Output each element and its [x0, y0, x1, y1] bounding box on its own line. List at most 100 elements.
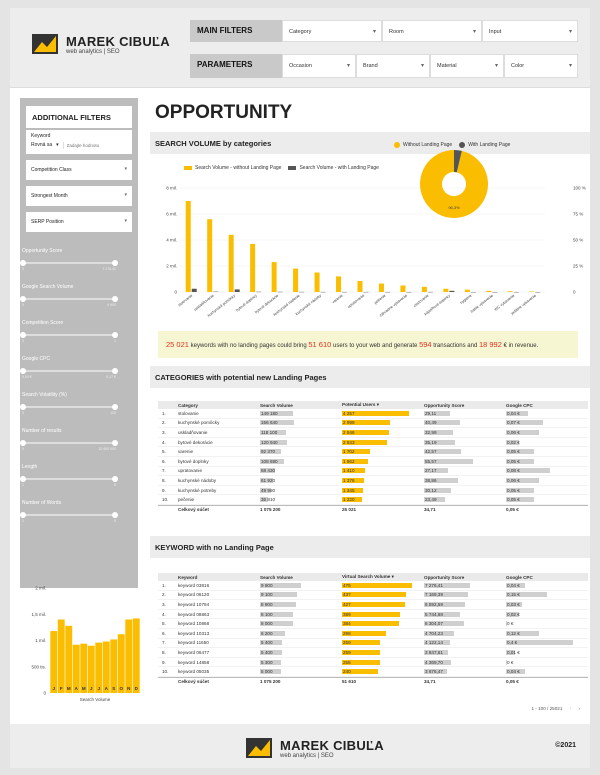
table-row[interactable]: 4. bytové dekorácie 120 940 2 843 35,19 0,02 … — [158, 438, 588, 448]
slider-max-handle[interactable] — [112, 476, 118, 482]
slider-max-handle[interactable] — [112, 296, 118, 302]
slider-track[interactable] — [20, 404, 118, 410]
range-slider[interactable]: Competition Score 0 1 — [20, 320, 118, 343]
range-slider[interactable]: Length 1 8 — [20, 464, 118, 487]
category-select[interactable]: Category — [282, 20, 382, 42]
table-row[interactable]: 9. keyword 14858 5 300 255 4 369,70 0 € — [158, 658, 588, 668]
keyword-operator-select[interactable]: Rovná sa — [31, 142, 53, 148]
table-row[interactable]: 9. kuchynské potreby 49 980 1 345 30,12 0,05 … — [158, 486, 588, 496]
range-slider[interactable]: Number of Words 1 5 — [20, 500, 118, 523]
column-header[interactable]: Search Volume — [260, 402, 293, 408]
range-slider[interactable]: Search Volatility (%) 0 100 — [20, 392, 118, 415]
slider-min-handle[interactable] — [20, 296, 26, 302]
brand-select[interactable]: Brand — [356, 54, 430, 78]
slider-track[interactable] — [20, 476, 118, 482]
table-cell-bar: 0,02 € — [506, 611, 588, 618]
column-header[interactable]: Category — [178, 402, 198, 408]
column-header[interactable]: Keyword — [178, 574, 198, 580]
slider-max-handle[interactable] — [112, 332, 118, 338]
row-label: keyword 10313 — [178, 630, 210, 636]
next-page-icon[interactable]: › — [578, 706, 580, 711]
slider-track[interactable] — [20, 296, 118, 302]
table-row[interactable]: 8. kuchynské nádoby 61 920 1 376 38,86 0,06 € — [158, 476, 588, 486]
slider-min-handle[interactable] — [20, 476, 26, 482]
range-slider[interactable]: Number of results 0 32 600 000 — [20, 428, 118, 451]
table-row[interactable]: 1. keyword 03816 9 900 475 7 276,41 0,04 € — [158, 581, 588, 591]
table-row[interactable]: 3. keyword 10794 8 900 427 6 592,59 0,03 € — [158, 600, 588, 610]
range-slider[interactable]: Google Search Volume 0 9 900 — [20, 284, 118, 307]
slider-min-value: 1 — [22, 483, 24, 487]
column-header[interactable]: Potential Users ▾ — [342, 402, 380, 407]
table-row[interactable]: 5. keyword 10868 8 000 384 6 304,07 0 € — [158, 619, 588, 629]
table-row[interactable]: 7. upratovanie 68 430 1 410 27,17 0,08 € — [158, 467, 588, 477]
cell-value: 7 276,41 — [425, 582, 443, 588]
cell-bar — [260, 601, 297, 607]
table-cell-bar: 30,12 — [424, 487, 506, 494]
slider-min-handle[interactable] — [20, 404, 26, 410]
row-label: kuchynské pomôcky — [178, 420, 220, 426]
competition-class-select[interactable]: Competition Class — [26, 160, 132, 180]
column-header[interactable]: Virtual Search Volume ▾ — [342, 574, 394, 579]
prev-page-icon[interactable]: ‹ — [569, 706, 572, 711]
slider-max-handle[interactable] — [112, 260, 118, 266]
slider-min-handle[interactable] — [20, 440, 26, 446]
column-header[interactable]: Opportunity Score — [424, 402, 465, 408]
table-row[interactable]: 1. stolovanie 149 180 4 257 29,11 0,04 € — [158, 409, 588, 419]
cell-bar — [424, 468, 448, 474]
strongest-month-select[interactable]: Strongest Month — [26, 186, 132, 206]
range-slider[interactable]: Google CPC 0,00 € 0,17 € — [20, 356, 118, 379]
slider-max-handle[interactable] — [112, 512, 118, 518]
total-value: 25 021 — [342, 507, 357, 513]
column-header[interactable]: Google CPC — [506, 574, 533, 580]
range-slider[interactable]: Opportunity Score 0 7 276,41 — [20, 248, 118, 271]
slider-label: Length — [22, 464, 38, 470]
month-label: J — [90, 686, 93, 691]
table-row[interactable]: 5. varenie 92 370 1 702 42,57 0,05 € — [158, 447, 588, 457]
slider-max-handle[interactable] — [112, 440, 118, 446]
column-header[interactable]: Google CPC — [506, 402, 533, 408]
occasion-select[interactable]: Occasion — [282, 54, 356, 78]
slider-track[interactable] — [20, 368, 118, 374]
table-row[interactable]: 2. kuchynské pomôcky 156 640 2 999 40,49 0,07… — [158, 419, 588, 429]
slider-max-handle[interactable] — [112, 368, 118, 374]
cell-value: 23,49 — [425, 497, 437, 503]
cell-bar — [342, 649, 381, 655]
table-row[interactable]: 4. keyword 08863 8 100 389 5 744,68 0,02 € — [158, 610, 588, 620]
slider-min-value: 0,00 € — [22, 375, 32, 379]
table-row[interactable]: 3. uskladňovanie 118 100 2 946 32,99 0,06 € — [158, 428, 588, 438]
y-tick-label: 2 mil. — [35, 586, 46, 591]
serp-position-select[interactable]: SERP Position — [26, 212, 132, 232]
cell-bar — [260, 420, 295, 426]
table-row[interactable]: 2. keyword 06120 9 100 437 7 169,39 0,15 € — [158, 591, 588, 601]
table-row[interactable]: 6. keyword 10313 6 200 298 4 704,23 0,12 € — [158, 629, 588, 639]
table-row[interactable]: 10. pečenie 36 810 1 220 23,49 0,05 € — [158, 495, 588, 505]
column-header[interactable]: Search Volume — [260, 574, 293, 580]
column-header[interactable]: Opportunity Score — [424, 574, 465, 580]
input-select[interactable]: Input — [482, 20, 578, 42]
table-row[interactable]: 10. keyword 05035 5 000 240 3 676,47 0,04 € — [158, 667, 588, 677]
table-row[interactable]: 7. keyword 11650 5 400 259 4 122,14 0,4 € — [158, 639, 588, 649]
y-tick-label: 0 — [174, 290, 177, 295]
slider-min-handle[interactable] — [20, 260, 26, 266]
cell-bar — [506, 592, 547, 598]
slider-track[interactable] — [20, 260, 118, 266]
slider-min-handle[interactable] — [20, 368, 26, 374]
table-cell-bar: 0,01 € — [506, 649, 588, 656]
color-select[interactable]: Color — [504, 54, 578, 78]
room-select[interactable]: Room — [382, 20, 482, 42]
slider-track[interactable] — [20, 512, 118, 518]
cell-value: 240 — [343, 669, 351, 675]
material-select[interactable]: Material — [430, 54, 504, 78]
slider-min-handle[interactable] — [20, 512, 26, 518]
slider-max-handle[interactable] — [112, 404, 118, 410]
slider-min-handle[interactable] — [20, 332, 26, 338]
slider-track[interactable] — [20, 440, 118, 446]
cell-bar — [506, 497, 535, 503]
row-index: 8. — [162, 649, 166, 655]
table-row[interactable]: 8. keyword 06477 5 400 259 3 847,61 0,01 € — [158, 648, 588, 658]
keyword-input[interactable] — [62, 142, 115, 149]
table-row[interactable]: 6. bytové doplnky 108 690 1 562 55,57 0,05 € — [158, 457, 588, 467]
total-label: Celkový súčet — [178, 679, 209, 685]
slider-max-value: 8 — [114, 483, 116, 487]
slider-track[interactable] — [20, 332, 118, 338]
